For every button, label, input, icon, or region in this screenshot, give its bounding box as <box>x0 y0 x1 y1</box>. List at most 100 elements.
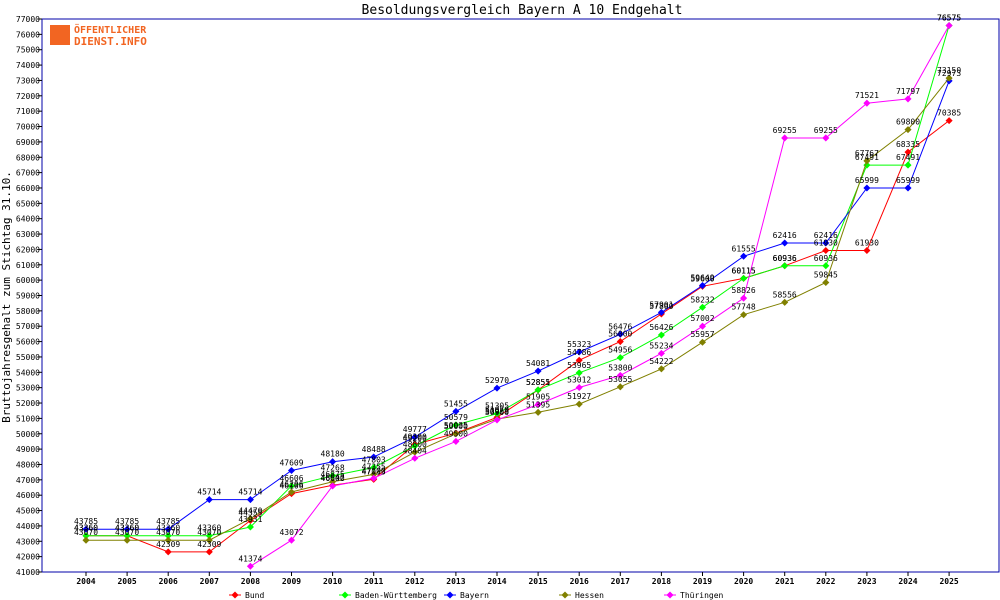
y-tick-label: 75000 <box>16 46 40 55</box>
y-tick-label: 62000 <box>16 245 40 254</box>
data-point <box>287 536 296 544</box>
data-label: 45714 <box>197 488 221 497</box>
data-point <box>329 482 337 490</box>
data-point <box>534 386 542 394</box>
data-point <box>657 349 665 357</box>
data-point <box>616 338 624 346</box>
data-point <box>411 454 419 462</box>
data-label: 47803 <box>362 455 386 464</box>
x-axis: 2004 2005 2006 2007 2008 2009 2010 2011 2012 2013… <box>76 572 959 586</box>
data-label: 55234 <box>649 341 673 350</box>
data-point <box>246 562 254 570</box>
data-point <box>493 384 501 392</box>
data-point <box>781 239 789 247</box>
data-point <box>534 367 542 375</box>
y-tick-label: 48000 <box>16 460 40 469</box>
data-label: 50579 <box>444 413 468 422</box>
data-point <box>287 488 296 496</box>
x-tick-label: 2010 <box>323 577 342 586</box>
legend-marker <box>341 591 349 599</box>
data-point <box>945 117 953 125</box>
data-point <box>698 322 707 330</box>
data-label: 47033 <box>362 467 386 476</box>
data-point <box>822 239 830 247</box>
data-label: 42309 <box>156 540 180 549</box>
legend-marker <box>231 591 239 599</box>
data-label: 56426 <box>649 323 673 332</box>
data-label: 52970 <box>485 376 509 385</box>
series-layer <box>82 21 953 570</box>
y-tick-label: 50000 <box>16 430 40 439</box>
plot-frame <box>41 18 1000 573</box>
data-point <box>575 400 583 408</box>
data-point <box>534 400 542 409</box>
data-label: 51070 <box>485 405 509 414</box>
x-tick-label: 2012 <box>405 577 424 586</box>
data-label: 43072 <box>279 528 303 537</box>
data-point <box>287 466 296 475</box>
data-label: 65999 <box>855 176 879 185</box>
data-point <box>822 246 830 255</box>
data-label: 54956 <box>608 346 632 355</box>
data-point <box>616 371 624 379</box>
x-tick-label: 2024 <box>898 577 917 586</box>
data-label: 43070 <box>197 528 221 537</box>
y-tick-label: 43000 <box>16 537 40 546</box>
data-point <box>575 369 583 377</box>
x-tick-label: 2025 <box>939 577 958 586</box>
data-point <box>863 157 871 165</box>
legend-item: Bayern <box>444 591 489 600</box>
series-line <box>86 77 950 541</box>
data-label: 49500 <box>444 429 468 438</box>
data-point <box>657 331 665 339</box>
data-label: 67767 <box>855 149 879 158</box>
x-tick-label: 2016 <box>570 577 589 586</box>
data-label: 43785 <box>156 517 180 526</box>
data-point <box>82 532 90 540</box>
data-point <box>164 525 172 533</box>
data-point <box>370 474 378 482</box>
data-point <box>205 548 213 556</box>
data-label: 53965 <box>567 361 591 370</box>
data-label: 50000 <box>444 422 468 431</box>
data-label: 51927 <box>567 392 591 401</box>
data-point <box>370 470 378 478</box>
data-label: 55323 <box>567 340 591 349</box>
y-tick-label: 57000 <box>16 322 40 331</box>
data-point <box>534 408 542 416</box>
data-point <box>657 365 665 373</box>
data-point <box>781 134 789 142</box>
y-tick-label: 70000 <box>16 123 40 132</box>
data-point <box>205 536 213 544</box>
x-tick-label: 2007 <box>200 577 219 586</box>
series-line <box>250 25 950 567</box>
data-point <box>698 303 707 311</box>
data-label: 76575 <box>937 14 961 23</box>
data-label: 54222 <box>649 357 673 366</box>
data-point <box>411 448 419 456</box>
y-tick-label: 68000 <box>16 153 40 162</box>
data-label: 67491 <box>855 153 879 162</box>
x-tick-label: 2006 <box>159 577 178 586</box>
data-point <box>370 453 378 461</box>
data-label: 59649 <box>690 274 714 283</box>
y-tick-label: 61000 <box>16 261 40 270</box>
data-label: 47268 <box>321 464 345 473</box>
legend-label: Thüringen <box>680 591 724 600</box>
data-label: 69255 <box>773 126 797 135</box>
data-label: 69255 <box>814 126 838 135</box>
x-tick-label: 2011 <box>364 577 383 586</box>
data-point <box>164 548 172 556</box>
data-point <box>616 383 624 391</box>
y-tick-label: 53000 <box>16 384 40 393</box>
series-line <box>86 25 950 537</box>
y-tick-label: 45000 <box>16 507 40 516</box>
data-point <box>863 99 871 107</box>
data-label: 60115 <box>732 266 756 275</box>
y-tick-label: 58000 <box>16 307 40 316</box>
data-label: 43360 <box>197 524 221 533</box>
data-point <box>164 532 172 540</box>
data-point <box>945 74 953 82</box>
data-label: 46600 <box>321 474 345 483</box>
